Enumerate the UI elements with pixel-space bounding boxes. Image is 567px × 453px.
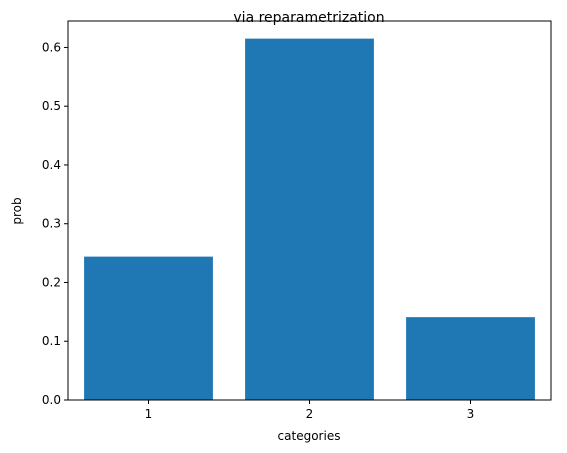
y-tick-label: 0.2 (42, 275, 61, 289)
plot-area: 1 2 3 0.0 0.1 0.2 0.3 0.4 0.5 0.6 (42, 38, 535, 421)
x-tick-label: 1 (145, 407, 153, 421)
y-tick-label: 0.5 (42, 99, 61, 113)
chart-title: via reparametrization (233, 10, 384, 26)
y-tick-label: 0.0 (42, 393, 61, 407)
x-axis-label: categories (278, 429, 341, 443)
y-tick-label: 0.3 (42, 217, 61, 231)
y-tick-label: 0.1 (42, 334, 61, 348)
y-tick-label: 0.4 (42, 158, 61, 172)
bar-3 (406, 317, 535, 400)
y-tick-label: 0.6 (42, 40, 61, 54)
bar-1 (84, 256, 213, 400)
bar-2 (245, 38, 374, 401)
y-axis-label: prob (10, 197, 24, 224)
x-tick-label: 2 (306, 407, 314, 421)
x-tick-label: 3 (467, 407, 475, 421)
plot-frame (67, 20, 552, 401)
